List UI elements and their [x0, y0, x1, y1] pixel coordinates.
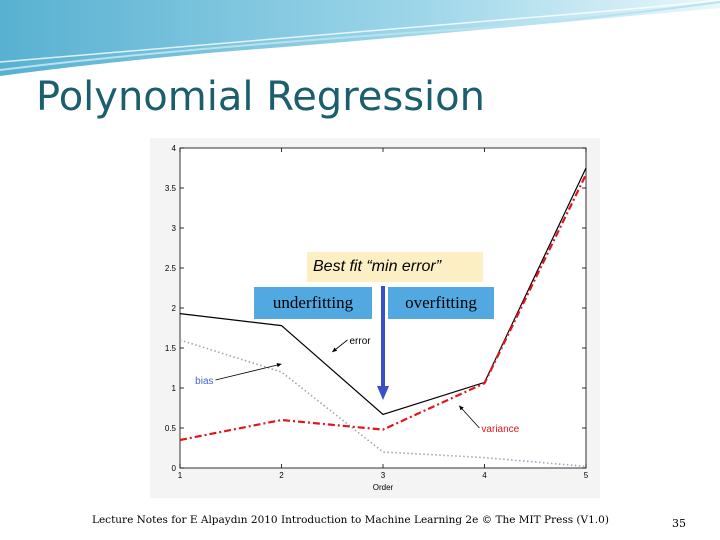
annotation-variance: variance	[481, 424, 519, 435]
header-swoosh-decoration	[0, 0, 720, 76]
slide-title: Polynomial Regression	[36, 74, 485, 120]
annotation-bias: bias	[195, 376, 213, 387]
x-tick-label: 1	[178, 471, 183, 480]
y-tick-label: 1	[172, 384, 177, 393]
x-tick-label: 4	[482, 471, 487, 480]
y-tick-label: 2	[172, 304, 177, 313]
polynomial-regression-chart: 0 0.5 1 1.5 2 2.5 3 3.5 4 1 2 3 4 5 Order error bias vari…	[150, 138, 600, 498]
page-number: 35	[672, 517, 686, 530]
overfitting-label: overfitting	[388, 287, 494, 319]
y-tick-label: 3.5	[165, 184, 177, 193]
x-tick-label: 5	[584, 471, 589, 480]
y-tick-label: 0.5	[165, 424, 177, 433]
annotation-arrowhead-bias	[276, 362, 282, 368]
annotation-arrowhead-variance	[459, 405, 464, 411]
series-line-variance	[179, 173, 587, 442]
annotation-error: error	[349, 336, 371, 347]
best-fit-label: Best fit “min error”	[307, 252, 483, 282]
y-tick-label: 0	[172, 464, 177, 473]
y-tick-label: 3	[172, 224, 177, 233]
annotation-pointer-bias	[215, 363, 282, 381]
x-tick-label: 2	[279, 471, 284, 480]
series-line-error	[179, 167, 587, 416]
underfitting-label: underfitting	[254, 287, 372, 319]
annotation-pointer-variance	[458, 405, 480, 429]
y-tick-label: 4	[172, 144, 177, 153]
y-tick-label: 1.5	[165, 344, 177, 353]
y-tick-label: 2.5	[165, 264, 177, 273]
annotation-arrowhead-error	[332, 347, 338, 352]
x-tick-label: 3	[381, 471, 386, 480]
slide-footer: Lecture Notes for E Alpaydın 2010 Introd…	[92, 514, 609, 526]
x-axis-label: Order	[373, 483, 394, 492]
best-fit-arrow-head	[377, 386, 389, 400]
